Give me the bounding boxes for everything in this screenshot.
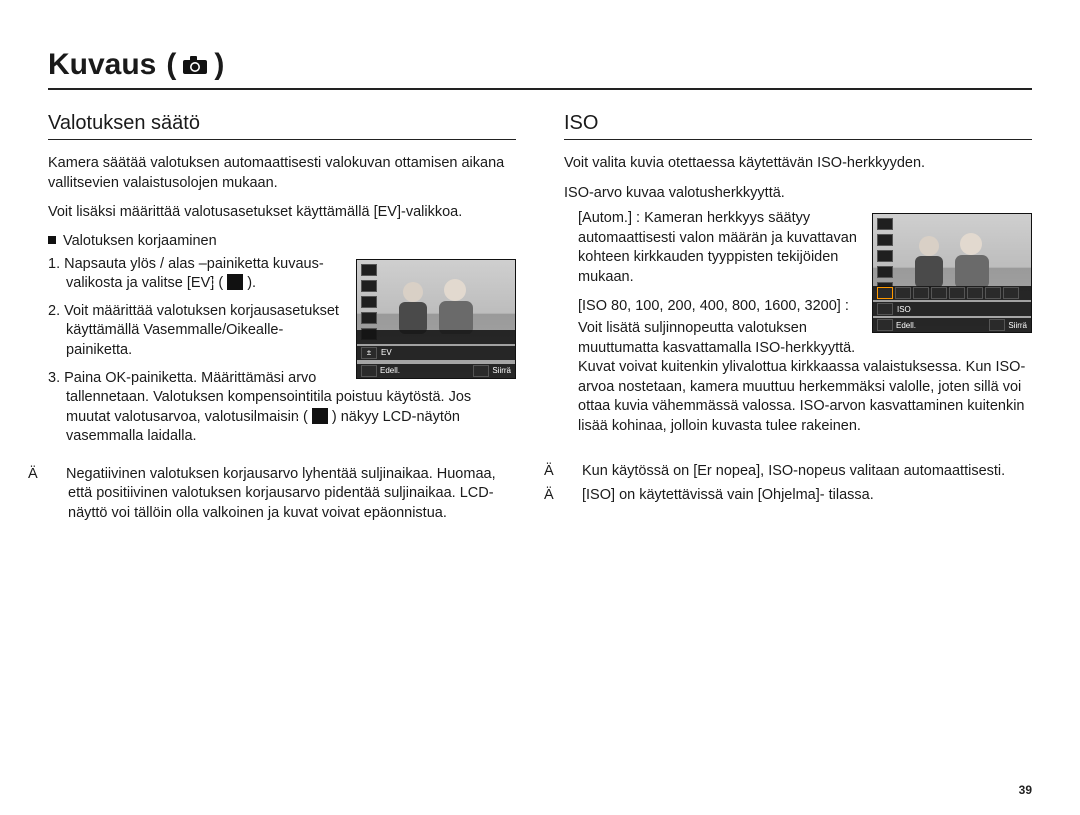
lcd-iso-label-strip: ISO — [873, 302, 1031, 316]
lcd-back-label: Edell. — [380, 366, 400, 375]
menu-icon — [877, 319, 893, 331]
step-1-text-a: 1. Napsauta ylös / alas –painiketta kuva… — [48, 256, 324, 292]
note-marker: Ä — [48, 465, 66, 485]
iso-option — [877, 287, 893, 299]
lcd-ev-label: EV — [381, 348, 392, 357]
columns: Valotuksen säätö Kamera säätää valotukse… — [48, 112, 1032, 523]
iso-option — [895, 287, 911, 299]
note-marker: Ä — [564, 486, 582, 506]
lcd-iso: ISO Edell. Siirrä — [872, 213, 1032, 333]
left-column: Valotuksen säätö Kamera säätää valotukse… — [48, 112, 516, 523]
note-marker: Ä — [564, 462, 582, 482]
lcd-mode-icon — [877, 250, 893, 262]
lcd-ev-label-strip: ± EV — [357, 346, 515, 360]
lcd-mode-icon — [877, 218, 893, 230]
step-1-text-b: ). — [247, 275, 256, 291]
ev-icon — [227, 274, 243, 290]
move-icon — [473, 365, 489, 377]
iso-icon — [877, 303, 893, 315]
sub-heading-exposure-correction: Valotuksen korjaaminen — [48, 233, 516, 249]
lcd-screenshot-iso: ISO Edell. Siirrä — [872, 213, 1032, 333]
lcd-left-icon-col — [361, 264, 377, 340]
lcd-screenshot-ev: ± EV Edell. Siirrä — [356, 259, 516, 379]
lcd-mode-icon — [877, 266, 893, 278]
people-illustration — [375, 274, 495, 334]
iso-option — [985, 287, 1001, 299]
lcd-bottom-strip: Edell. Siirrä — [357, 364, 515, 378]
iso-list-text: Voit lisätä suljinnopeutta valotuksen mu… — [564, 319, 1032, 436]
page-title: Kuvaus — [48, 48, 156, 82]
lcd-move-label: Siirrä — [492, 366, 511, 375]
lcd-move-label: Siirrä — [1008, 321, 1027, 330]
menu-icon — [361, 365, 377, 377]
camera-icon — [182, 55, 208, 75]
ev-icon: ± — [361, 347, 377, 359]
iso-option — [931, 287, 947, 299]
manual-page: Kuvaus ( ) Valotuksen säätö Kamera säätä… — [0, 0, 1080, 815]
lcd-iso-label: ISO — [897, 305, 911, 314]
exposure-note-text: Negatiivinen valotuksen korjausarvo lyhe… — [66, 466, 496, 521]
iso-note-1-text: Kun käytössä on [Er nopea], ISO-nopeus v… — [582, 463, 1005, 479]
lcd-left-icon-col — [877, 218, 893, 294]
lcd-mode-icon — [361, 280, 377, 292]
lcd-ev-scale-strip — [357, 330, 515, 344]
exposure-note: ÄNegatiivinen valotuksen korjausarvo lyh… — [48, 465, 516, 524]
lcd-mode-icon — [877, 234, 893, 246]
people-illustration — [891, 228, 1011, 288]
iso-note-2-text: [ISO] on käytettävissä vain [Ohjelma]- t… — [582, 487, 874, 503]
lcd-mode-icon — [361, 296, 377, 308]
iso-option — [1003, 287, 1019, 299]
iso-intro-1: Voit valita kuvia otettaessa käytettävän… — [564, 154, 1032, 174]
page-title-row: Kuvaus ( ) — [48, 48, 1032, 90]
lcd-mode-icon — [361, 264, 377, 276]
section-heading-iso: ISO — [564, 112, 1032, 140]
exposure-intro-1: Kamera säätää valotuksen automaattisesti… — [48, 154, 516, 193]
iso-option — [949, 287, 965, 299]
step-3: 3. Paina OK-painiketta. Määrittämäsi arv… — [48, 369, 516, 447]
lcd-back-label: Edell. — [896, 321, 916, 330]
lcd-ev: ± EV Edell. Siirrä — [356, 259, 516, 379]
lcd-bottom-strip: Edell. Siirrä — [873, 318, 1031, 332]
page-number: 39 — [1019, 783, 1032, 797]
iso-intro-2: ISO-arvo kuvaa valotusherkkyyttä. — [564, 184, 1032, 204]
page-title-paren: ( ) — [166, 48, 224, 82]
iso-option — [967, 287, 983, 299]
move-icon — [989, 319, 1005, 331]
iso-note-1: ÄKun käytössä on [Er nopea], ISO-nopeus … — [564, 462, 1032, 482]
exposure-intro-2: Voit lisäksi määrittää valotusasetukset … — [48, 203, 516, 223]
ev-icon — [312, 408, 328, 424]
iso-option — [913, 287, 929, 299]
iso-note-2: Ä[ISO] on käytettävissä vain [Ohjelma]- … — [564, 486, 1032, 506]
lcd-mode-icon — [361, 312, 377, 324]
section-heading-exposure: Valotuksen säätö — [48, 112, 516, 140]
lcd-iso-values-strip — [873, 286, 1031, 300]
iso-auto-label: [Autom.] : — [578, 210, 640, 226]
right-column: ISO Voit valita kuvia otettaessa käytett… — [564, 112, 1032, 523]
